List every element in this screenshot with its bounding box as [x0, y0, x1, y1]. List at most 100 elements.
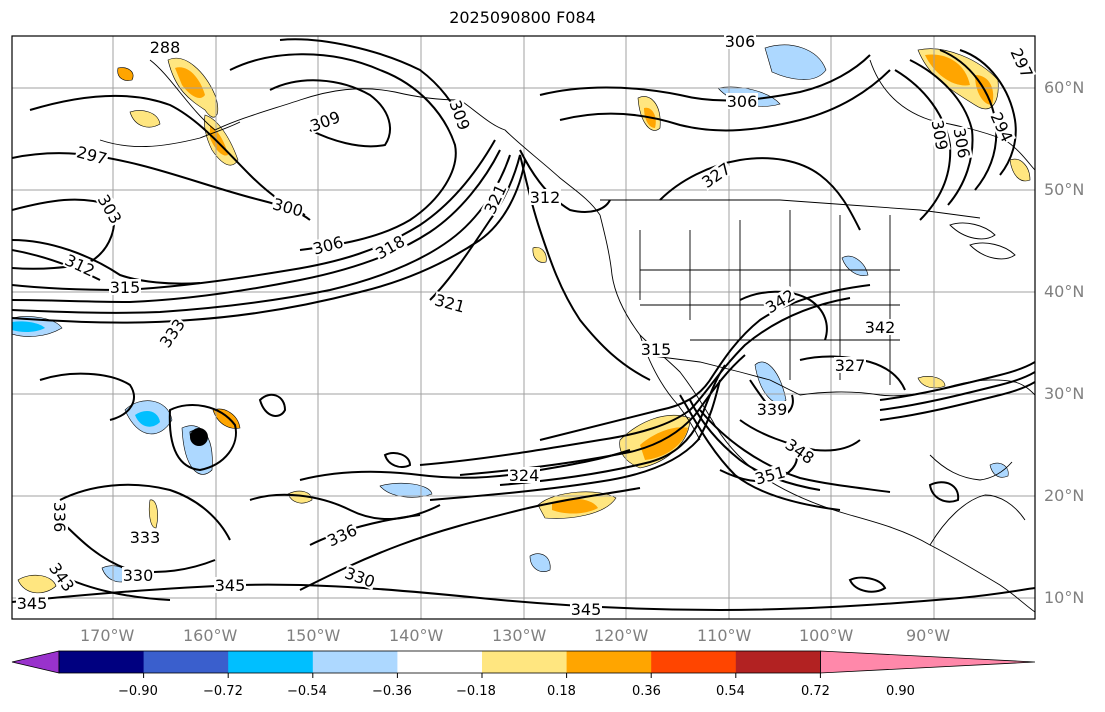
contour-312 — [12, 239, 201, 285]
contour-label-background — [1007, 45, 1037, 81]
contour-label-background — [46, 559, 78, 595]
shade-patch-southwest-positive — [17, 574, 57, 594]
contour-jet-core-d — [499, 364, 726, 486]
canada-border — [600, 199, 981, 219]
colorbar-segment — [228, 651, 314, 673]
contour-345 — [12, 583, 1035, 612]
contour-canada-a — [559, 69, 891, 132]
storm-center-marker — [190, 428, 208, 446]
contour-label-background — [74, 143, 110, 167]
contour-label-background — [62, 250, 98, 280]
contour-324 — [299, 449, 631, 481]
contour-label: 306 — [727, 92, 758, 111]
contour-315 — [12, 139, 496, 292]
contour-342 — [739, 290, 828, 341]
yucatan-coast — [929, 454, 1013, 481]
contour-label: 330 — [123, 566, 154, 585]
contour-label-background — [782, 435, 818, 467]
shade-patch-canada-negative — [764, 44, 827, 80]
us-mexico-border — [644, 354, 801, 396]
contour-294 — [959, 49, 1017, 176]
contour-321 — [429, 154, 651, 381]
colorbar-segment — [651, 651, 737, 673]
contour-label-background — [149, 39, 181, 55]
alaska-coast — [149, 59, 601, 216]
shade-patch-subtropical-negative — [379, 482, 433, 498]
contour-label-background — [698, 159, 734, 191]
contour-jet-core-b — [419, 297, 851, 466]
contour-jet-core-a — [539, 284, 871, 441]
contour-label-background — [324, 520, 360, 550]
contour-label-background — [270, 195, 306, 219]
contour-label-background — [951, 125, 973, 161]
colorbar-tick-label: 0.72 — [801, 684, 830, 699]
lat-label-50n: 50°N — [1044, 180, 1085, 199]
colorbar-segment — [59, 651, 145, 673]
lon-label-130w: 130°W — [492, 626, 547, 645]
contour-label: 333 — [130, 528, 161, 547]
contour-label-background — [864, 319, 896, 335]
contour-west-b — [12, 154, 511, 314]
contour-label-background — [529, 189, 561, 205]
west-coast — [599, 214, 1035, 613]
contour-348 — [739, 419, 861, 452]
contour-label: 336 — [50, 502, 69, 533]
contour-label-background — [570, 601, 602, 617]
colorbar-segment — [566, 651, 652, 673]
contour-label: 288 — [150, 38, 181, 57]
contour-300 — [29, 94, 306, 216]
lon-label-120w: 120°W — [594, 626, 649, 645]
lon-label-100w: 100°W — [799, 626, 854, 645]
contour-309-c — [894, 69, 952, 221]
lon-label-150w: 150°W — [286, 626, 341, 645]
contour-label-background — [762, 286, 798, 316]
contour-label-background — [156, 315, 188, 351]
contour-306 — [229, 53, 457, 251]
contour-pacific-closed-a — [258, 393, 287, 417]
contour-label-background — [16, 595, 48, 611]
contour-label-background — [752, 463, 788, 487]
lon-label-90w: 90°W — [906, 626, 951, 645]
contour-label: 315 — [641, 340, 672, 359]
contour-label-background — [342, 564, 378, 590]
shade-patch-east-positive — [1009, 158, 1031, 182]
shade-patch-mexico-strong — [640, 427, 688, 460]
map-frame — [11, 35, 1036, 620]
contour-label: 342 — [865, 318, 896, 337]
shade-patch-hudson-strong — [925, 54, 970, 86]
contour-label-background — [310, 233, 346, 257]
contour-label-background — [726, 93, 758, 109]
contour-336-b — [309, 514, 421, 546]
colorbar-frame — [58, 650, 821, 674]
hudson-coast — [869, 59, 1035, 171]
contour-303 — [12, 198, 115, 270]
shade-patch-island-positive — [148, 499, 158, 529]
contour-label-background — [129, 529, 161, 545]
contour-label-background — [122, 567, 154, 583]
shade-patch-west-edge-strong — [12, 321, 45, 333]
shade-patch-west-pacific-strong-negative — [135, 410, 160, 427]
colorbar-tick-label: 0.18 — [547, 684, 576, 699]
shade-patch-gulf-coast-positive — [917, 376, 946, 389]
colorbar-tick-label: −0.72 — [203, 684, 243, 699]
contour-pacific-closed-b — [383, 452, 412, 468]
central-america-coast — [929, 494, 1026, 546]
contour-east-b — [879, 371, 1035, 411]
colorbar-segment — [397, 651, 483, 673]
contour-label-background — [432, 291, 468, 315]
lon-label-160w: 160°W — [183, 626, 238, 645]
contour-pacific-closed-d — [928, 481, 960, 503]
contour-jet-core-f — [689, 399, 821, 491]
contour-jet-core-h — [699, 409, 891, 493]
colorbar-tick-label: 0.54 — [716, 684, 745, 699]
contour-333 — [59, 483, 231, 541]
shade-patch-pacific-strong — [552, 498, 598, 514]
contour-label: 345 — [215, 576, 246, 595]
lat-label-30n: 30°N — [1044, 384, 1085, 403]
shade-patch-small-west — [117, 67, 134, 81]
shade-patch-bering-strong — [175, 67, 205, 99]
colorbar-segment — [143, 651, 229, 673]
contour-label: 345 — [17, 594, 48, 613]
contour-label-background — [929, 117, 951, 153]
